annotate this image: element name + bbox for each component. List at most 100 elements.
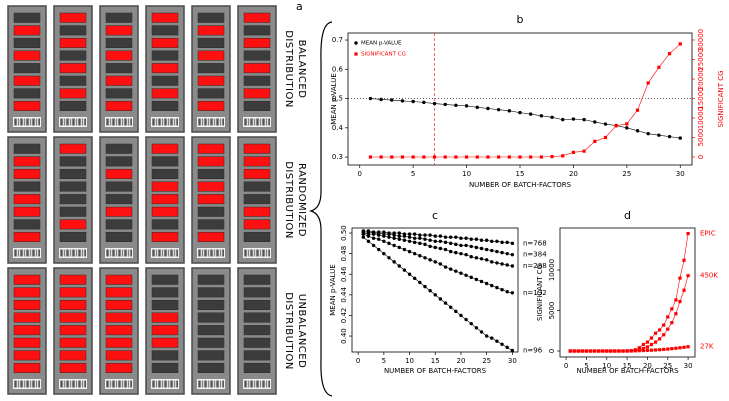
data-point [433,293,437,297]
barcode-bar [258,380,260,388]
data-point [459,251,463,256]
data-point [407,235,412,239]
array-slot [197,143,225,154]
array-slot [197,362,225,373]
data-point [454,242,458,247]
data-point [657,65,661,69]
barcode-bar [68,380,70,388]
barcode-bar [36,380,38,388]
barcode-bar [262,380,264,388]
barcode-bar [30,380,32,388]
barcode-bar [174,118,176,126]
series-line [363,232,513,267]
array-slot [13,88,41,99]
barcode-bar [36,249,38,257]
data-point [469,244,473,249]
y-tick-label: 0.40 [340,328,348,344]
barcode-bar [266,118,268,126]
data-point [561,154,565,158]
barcode-bar [160,380,162,388]
data-point [469,321,473,326]
array-slot [243,168,271,179]
array-slot [151,362,179,373]
barcode-bar [16,249,18,257]
data-point [448,305,453,309]
barcode-bar [154,380,156,388]
array-slot [59,299,87,310]
data-point [495,339,499,343]
data-point [658,337,662,341]
data-point [645,345,650,349]
data-point [666,327,670,331]
array-slot [59,156,87,167]
barcode-bar [202,380,204,388]
data-point [387,241,391,246]
barcode-bar [244,249,246,257]
data-point [662,323,666,327]
data-point [674,298,678,302]
y2-tick-label: 15000 [697,87,705,109]
barcode-bar [68,249,70,257]
array-slot [243,100,271,111]
data-point [686,231,690,236]
x-tick-label: 25 [622,170,631,178]
barcode-bar [72,380,74,388]
data-point [633,349,637,353]
data-point [433,234,437,238]
x-axis-label: NUMBER OF BATCH-FACTORS [469,181,572,189]
y-tick-label: 5000 [548,302,556,320]
data-point [584,349,589,353]
barcode-bar [176,380,178,388]
x-tick-label: 15 [516,170,525,178]
barcode-bar [36,118,38,126]
data-point [495,285,499,290]
data-point [529,155,533,159]
barcode-bar [124,118,126,126]
y2-axis-label: SIGNIFICANT CG [717,70,725,127]
array-slot [197,312,225,323]
series-label: n=384 [523,251,547,259]
barcode-bar [212,380,214,388]
barcode-bar [164,118,166,126]
data-point [582,117,586,122]
data-point [438,262,443,266]
data-point [667,134,672,139]
array-slot [151,37,179,48]
data-point [484,238,489,242]
y-tick-label: 0.44 [340,287,348,303]
barcode-bar [266,380,268,388]
array-slot [151,100,179,111]
data-point [510,264,515,268]
data-point [605,349,609,353]
series-label: n=768 [523,239,547,247]
data-point [464,317,468,322]
barcode-bar [82,380,84,388]
array-slot [243,75,271,86]
barcode-bar [82,118,84,126]
data-point [625,122,629,126]
array-slot [105,299,133,310]
barcode-bar [64,118,66,126]
data-point [469,275,473,280]
y2-tick-label: 20000 [697,68,705,90]
array-slot [59,143,87,154]
data-point [402,247,407,252]
data-point [428,289,432,293]
data-point [368,96,373,101]
barcode-bar [130,118,132,126]
data-point [637,349,641,353]
data-point [407,239,412,243]
x-tick-label: 15 [623,362,632,370]
data-point [617,349,621,353]
barcode-bar [112,380,114,388]
group-label: DISTRIBUTION [283,161,294,239]
barcode-bar [252,380,254,388]
barcode-bar [106,118,108,126]
barcode-bar [120,118,122,126]
data-point [418,241,422,246]
data-point [443,155,447,159]
data-point [459,236,463,240]
data-point [475,155,479,159]
barcode-bar [200,249,202,257]
barcode-bar [78,249,80,257]
